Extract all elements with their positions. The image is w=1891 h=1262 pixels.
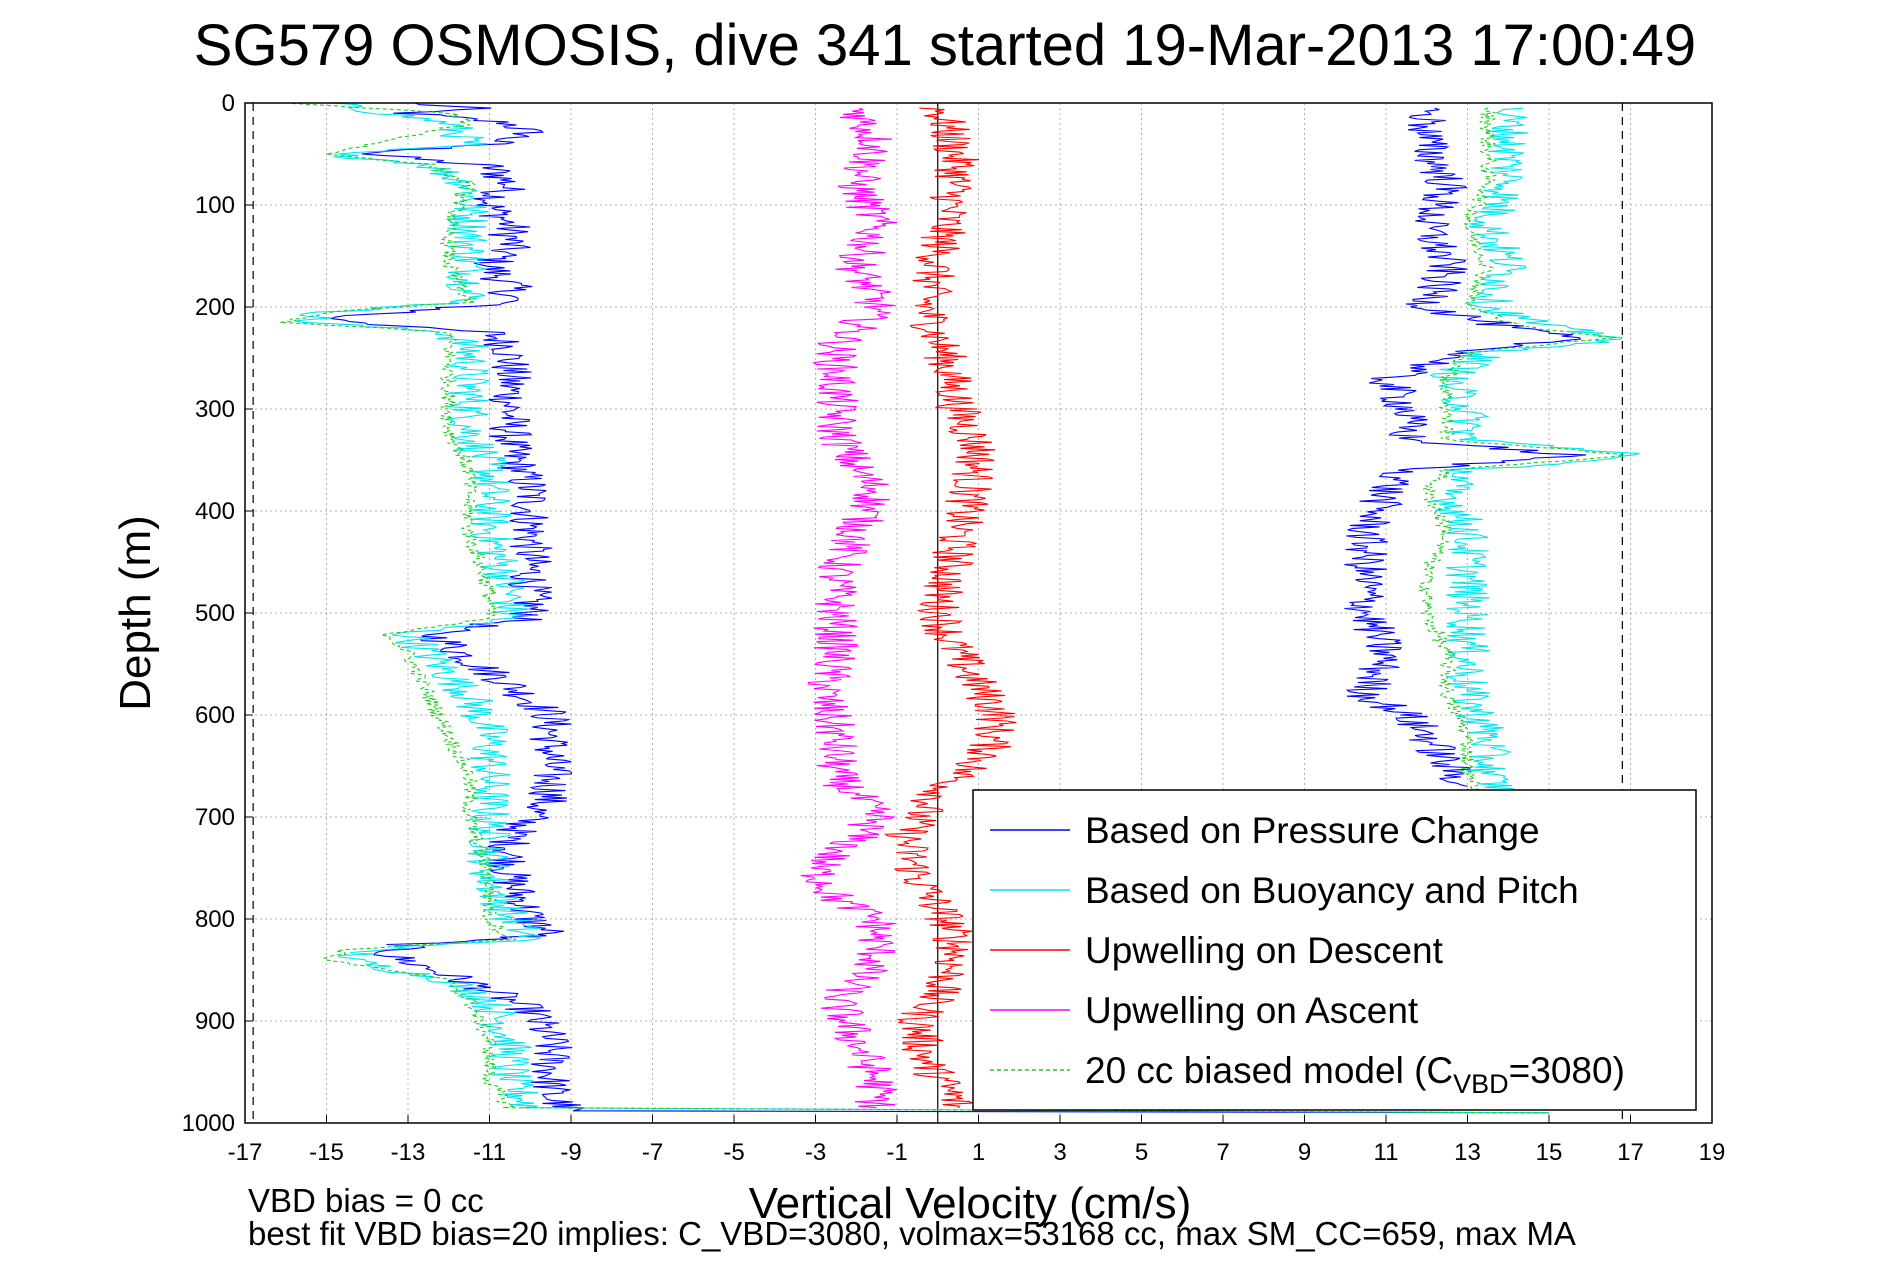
x-tick-label: -13: [391, 1139, 426, 1166]
x-tick-label: 19: [1699, 1139, 1726, 1166]
x-tick-label: -5: [723, 1139, 744, 1166]
legend-box: [972, 789, 1697, 1111]
legend-label: Based on Pressure Change: [1085, 810, 1540, 851]
chart-title: SG579 OSMOSIS, dive 341 started 19-Mar-2…: [194, 13, 1696, 78]
x-tick-label: 3: [1053, 1139, 1066, 1166]
x-tick-label: -15: [309, 1139, 344, 1166]
x-tick-label: 5: [1135, 1139, 1148, 1166]
x-tick-label: 11: [1374, 1139, 1399, 1166]
y-tick-label: 200: [195, 294, 235, 321]
x-tick-label: 1: [972, 1139, 985, 1166]
x-tick-label: -11: [473, 1139, 506, 1166]
y-tick-label: 400: [195, 498, 235, 525]
y-tick-label: 300: [195, 396, 235, 423]
series-line: [329, 103, 1550, 1114]
annotation-vbd-bias: VBD bias = 0 cc: [248, 1182, 484, 1219]
legend-label: 20 cc biased model (CVBD=3080): [1085, 1050, 1625, 1099]
y-tick-label: 800: [195, 906, 235, 933]
y-axis-label: Depth (m): [111, 515, 160, 711]
x-tick-label: -9: [560, 1139, 581, 1166]
x-axis-label: Vertical Velocity (cm/s): [749, 1179, 1192, 1228]
y-tick-label: 500: [195, 600, 235, 627]
series-line: [295, 103, 1550, 1114]
series-line: [1418, 107, 1625, 798]
x-tick-label: 17: [1617, 1139, 1644, 1166]
x-tick-label: -17: [228, 1139, 263, 1166]
y-tick-label: 0: [222, 90, 235, 117]
legend: Based on Pressure Change Based on Buoyanc…: [972, 789, 1697, 1111]
x-tick-label: 7: [1216, 1139, 1229, 1166]
y-tick-label: 700: [195, 804, 235, 831]
legend-label: Upwelling on Ascent: [1085, 990, 1419, 1031]
series-line: [1429, 107, 1640, 798]
x-tick-label: 13: [1454, 1139, 1481, 1166]
series-line: [1344, 107, 1587, 787]
y-tick-label: 600: [195, 702, 235, 729]
y-tick-label: 100: [195, 192, 235, 219]
series-line: [279, 103, 1550, 1114]
y-tick-label: 1000: [182, 1110, 235, 1137]
annotation-best-fit: best fit VBD bias=20 implies: C_VBD=3080…: [248, 1215, 1576, 1252]
x-tick-label: -7: [642, 1139, 663, 1166]
x-tick-label: -1: [886, 1139, 907, 1166]
x-axis-ticks: -17 -15 -13 -11 -9 -7 -5 -3 -1 1 3 5 7 9 11 13 15 17 19: [228, 1115, 1726, 1166]
x-tick-label: -3: [805, 1139, 826, 1166]
y-axis-ticks: 0 100 200 300 400 500 600 700 800 900 1000: [182, 90, 253, 1137]
series-layer: [279, 103, 1640, 1114]
x-tick-label: 15: [1536, 1139, 1563, 1166]
legend-label: Upwelling on Descent: [1085, 930, 1444, 971]
series-line: [800, 107, 898, 1109]
series-line: [884, 107, 1017, 1109]
legend-label: Based on Buoyancy and Pitch: [1085, 870, 1579, 911]
y-tick-label: 900: [195, 1008, 235, 1035]
x-tick-label: 9: [1298, 1139, 1311, 1166]
